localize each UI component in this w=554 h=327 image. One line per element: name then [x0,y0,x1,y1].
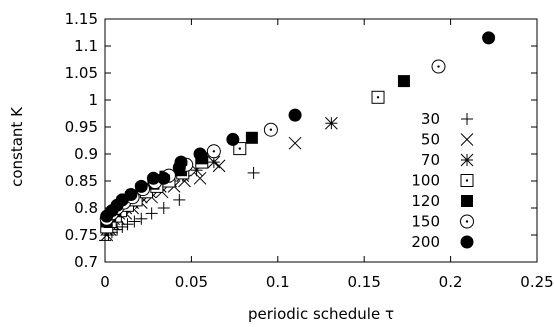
y-tick-label: 0.95 [65,118,98,136]
legend-label: 120 [411,192,440,210]
point-star [325,116,338,130]
legend-label: 150 [411,213,440,231]
point-filled-square [397,75,410,88]
y-tick-label: 0.7 [74,253,98,271]
x-tick-label: 0.25 [520,273,553,291]
legend-label: 200 [411,233,440,251]
point-plus [247,166,260,179]
point-dotted-square [233,142,247,156]
y-tick-label: 0.8 [74,199,98,217]
point-plus [135,212,148,225]
legend-marker-filled-circle [460,235,474,249]
point-plus [173,193,186,206]
point-filled-circle [124,188,138,201]
legend-label: 100 [411,172,440,190]
y-tick-label: 1 [88,91,98,109]
point-dotted-square [371,90,385,104]
x-axis-label: periodic schedule τ [248,305,394,323]
x-tick-label: 0.1 [266,273,290,291]
point-dotted-circle [431,59,446,74]
point-filled-circle [288,108,302,122]
legend-marker-star [460,153,474,167]
point-plus [145,207,158,220]
y-tick-label: 1.15 [65,10,98,28]
y-tick-label: 1.1 [74,37,98,55]
point-plus [157,202,170,214]
point-filled-circle [193,147,207,161]
legend-label: 50 [421,131,440,149]
legend-label: 30 [421,110,440,128]
point-filled-circle [157,171,171,185]
legend-marker-filled-square [461,195,473,207]
y-tick-label: 0.75 [65,226,98,244]
point-plus [128,215,141,228]
legend-marker-cross [460,133,474,146]
point-cross [288,136,302,150]
point-filled-circle [174,155,188,169]
point-plus [121,218,134,231]
legend-marker-dotted-circle [460,214,474,229]
legend-marker-plus [461,113,473,125]
x-tick-label: 0.15 [347,273,380,291]
plot-frame [104,18,538,263]
point-cross [193,171,207,185]
point-filled-square [245,131,258,144]
point-filled-circle [134,179,148,193]
data-points [99,31,496,247]
y-axis-label: constant K [8,106,26,187]
point-filled-circle [146,171,160,185]
ticks: 0 0.05 0.1 0.15 0.2 0.25 0.7 0.75 0.8 0.85 0.9 0.95… [65,10,554,291]
point-filled-circle [226,132,240,146]
legend-marker-dotted-square [460,174,474,187]
point-dotted-circle [263,122,278,137]
point-dotted-circle [206,144,221,159]
y-tick-label: 0.85 [65,172,98,190]
point-filled-circle [482,31,496,45]
x-tick-label: 0 [100,273,110,291]
y-tick-label: 1.05 [65,64,98,82]
x-tick-label: 0.05 [175,273,208,291]
x-tick-label: 0.2 [439,273,463,291]
legend: 30 50 70 100 120 150 200 [411,110,474,251]
y-tick-label: 0.9 [74,145,98,163]
legend-label: 70 [421,151,440,169]
axes [104,18,538,263]
